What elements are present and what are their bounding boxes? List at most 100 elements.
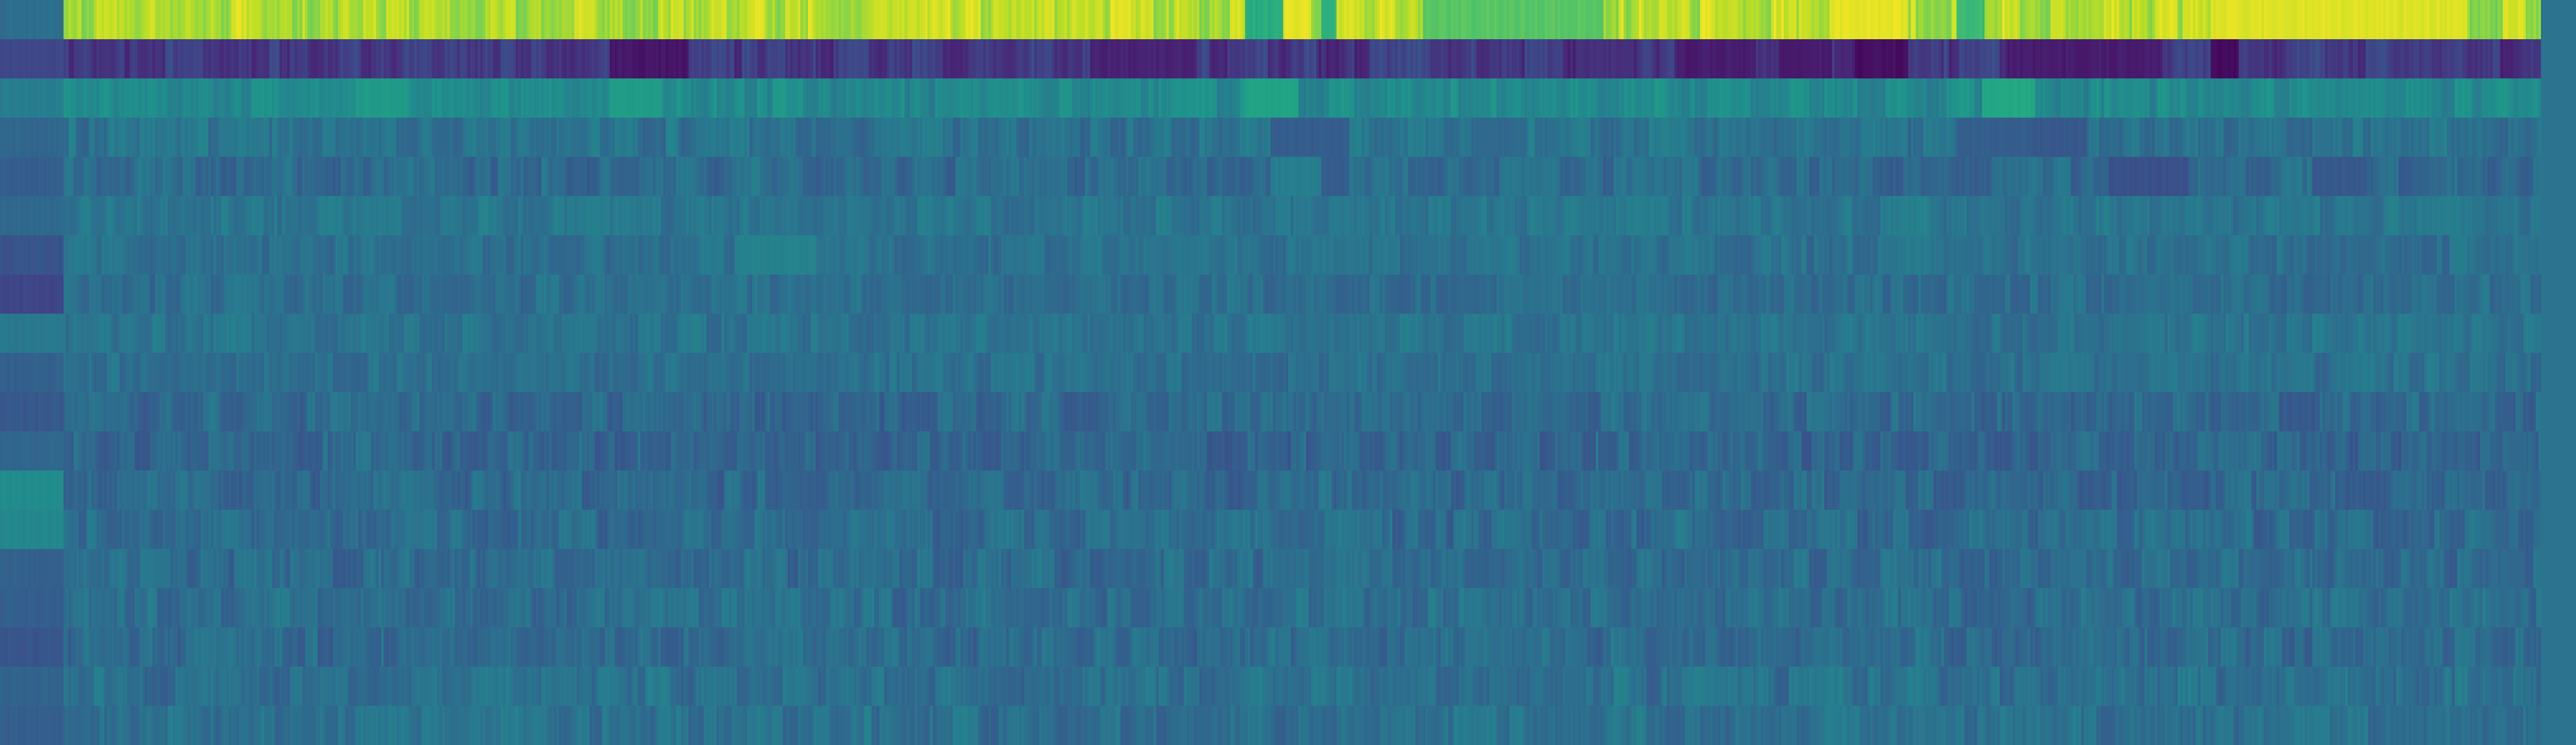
heatmap-cell <box>831 39 834 79</box>
heatmap-cell <box>1598 118 1602 157</box>
heatmap-cell <box>439 0 442 40</box>
heatmap-cell <box>2266 39 2269 79</box>
heatmap-cell <box>76 39 80 79</box>
heatmap-cell <box>487 0 491 40</box>
heatmap-cell <box>1517 39 1520 79</box>
heatmap-cell <box>175 78 178 118</box>
heatmap-cell <box>1651 118 1655 157</box>
heatmap-cell <box>61 39 64 79</box>
heatmap-cell <box>1161 118 1164 157</box>
heatmap-cell <box>825 0 829 40</box>
heatmap-cell <box>2510 118 2514 157</box>
heatmap-cell <box>1461 39 1464 79</box>
heatmap-cell <box>1994 157 1998 197</box>
heatmap-cell <box>1237 39 1241 79</box>
heatmap-cell <box>236 78 240 118</box>
heatmap-cell <box>2386 118 2389 157</box>
heatmap-cell <box>1103 157 1106 197</box>
heatmap-cell <box>927 39 930 79</box>
heatmap-cell <box>1908 0 1911 40</box>
heatmap-cell <box>1369 78 1372 118</box>
heatmap-cell <box>2073 0 2076 40</box>
heatmap-cell <box>2320 118 2323 157</box>
heatmap-cell <box>1641 0 1644 40</box>
heatmap-cell <box>1557 157 1561 197</box>
heatmap-cell <box>1080 0 1083 40</box>
heatmap-cell <box>1982 0 1985 40</box>
heatmap-cell <box>754 78 758 118</box>
heatmap-cell <box>1730 78 1733 118</box>
heatmap-cell <box>1573 0 1576 40</box>
heatmap-cell <box>1298 39 1301 79</box>
heatmap-cell <box>889 0 892 40</box>
heatmap-cell <box>1844 157 1848 197</box>
heatmap-cell <box>157 39 161 79</box>
heatmap-cell <box>360 118 364 157</box>
heatmap-cell <box>2058 157 2061 197</box>
heatmap-cell <box>20 118 24 157</box>
heatmap-cell <box>140 0 143 40</box>
heatmap-cell <box>1603 0 1606 40</box>
heatmap-cell <box>549 157 552 197</box>
heatmap-cell <box>498 0 501 40</box>
heatmap-cell <box>1847 39 1851 79</box>
heatmap-cell <box>1601 157 1604 197</box>
heatmap-cell <box>676 78 679 118</box>
heatmap-cell <box>1415 78 1418 118</box>
heatmap-cell <box>2246 78 2249 118</box>
heatmap-cell <box>665 118 669 157</box>
heatmap-cell <box>1090 39 1093 79</box>
heatmap-cell <box>2185 118 2188 157</box>
heatmap-cell <box>871 39 875 79</box>
heatmap-cell <box>1041 0 1045 40</box>
heatmap-cell <box>279 0 282 40</box>
heatmap-cell <box>2089 78 2092 118</box>
heatmap-cell <box>1720 118 1723 157</box>
heatmap-cell <box>22 118 26 157</box>
heatmap-cell <box>348 157 351 197</box>
heatmap-cell <box>851 39 854 79</box>
heatmap-cell <box>2073 78 2076 118</box>
heatmap-cell <box>1522 0 1525 40</box>
heatmap-cell <box>2127 78 2130 118</box>
heatmap-cell <box>747 0 750 40</box>
heatmap-cell <box>2388 39 2391 79</box>
heatmap-cell <box>1001 0 1004 40</box>
heatmap-cell <box>691 39 694 79</box>
heatmap-cell <box>1537 78 1540 118</box>
heatmap-cell <box>472 0 476 40</box>
heatmap-cell <box>2162 39 2165 79</box>
heatmap-cell <box>53 78 56 118</box>
heatmap-cell <box>627 118 631 157</box>
heatmap-cell <box>602 39 605 79</box>
heatmap-cell <box>292 39 296 79</box>
heatmap-cell <box>1776 118 1779 157</box>
heatmap-cell <box>2121 118 2125 157</box>
heatmap-cell <box>1136 157 1139 197</box>
heatmap-cell <box>251 78 255 118</box>
heatmap-cell <box>304 0 308 40</box>
heatmap-cell <box>1509 39 1513 79</box>
heatmap-cell <box>1357 39 1360 79</box>
heatmap-cell <box>1578 118 1581 157</box>
heatmap-cell <box>1573 78 1576 118</box>
heatmap-cell <box>1944 39 1947 79</box>
heatmap-cell <box>2398 0 2402 40</box>
heatmap-cell <box>2241 157 2244 197</box>
heatmap-cell <box>221 118 224 157</box>
heatmap-cell <box>2416 157 2420 197</box>
heatmap-cell <box>2172 157 2176 197</box>
heatmap-cell <box>1290 157 1294 197</box>
heatmap-cell <box>599 118 603 157</box>
heatmap-cell <box>478 118 481 157</box>
heatmap-cell <box>1316 157 1319 197</box>
heatmap-cell <box>1633 39 1637 79</box>
heatmap-cell <box>2053 78 2056 118</box>
heatmap-cell <box>1938 157 1942 197</box>
heatmap-cell <box>2246 0 2249 40</box>
heatmap-cell <box>2106 39 2109 79</box>
heatmap-cell <box>2485 0 2488 40</box>
heatmap-cell <box>762 78 765 118</box>
heatmap-cell <box>1433 157 1436 197</box>
heatmap-cell <box>1219 157 1223 197</box>
